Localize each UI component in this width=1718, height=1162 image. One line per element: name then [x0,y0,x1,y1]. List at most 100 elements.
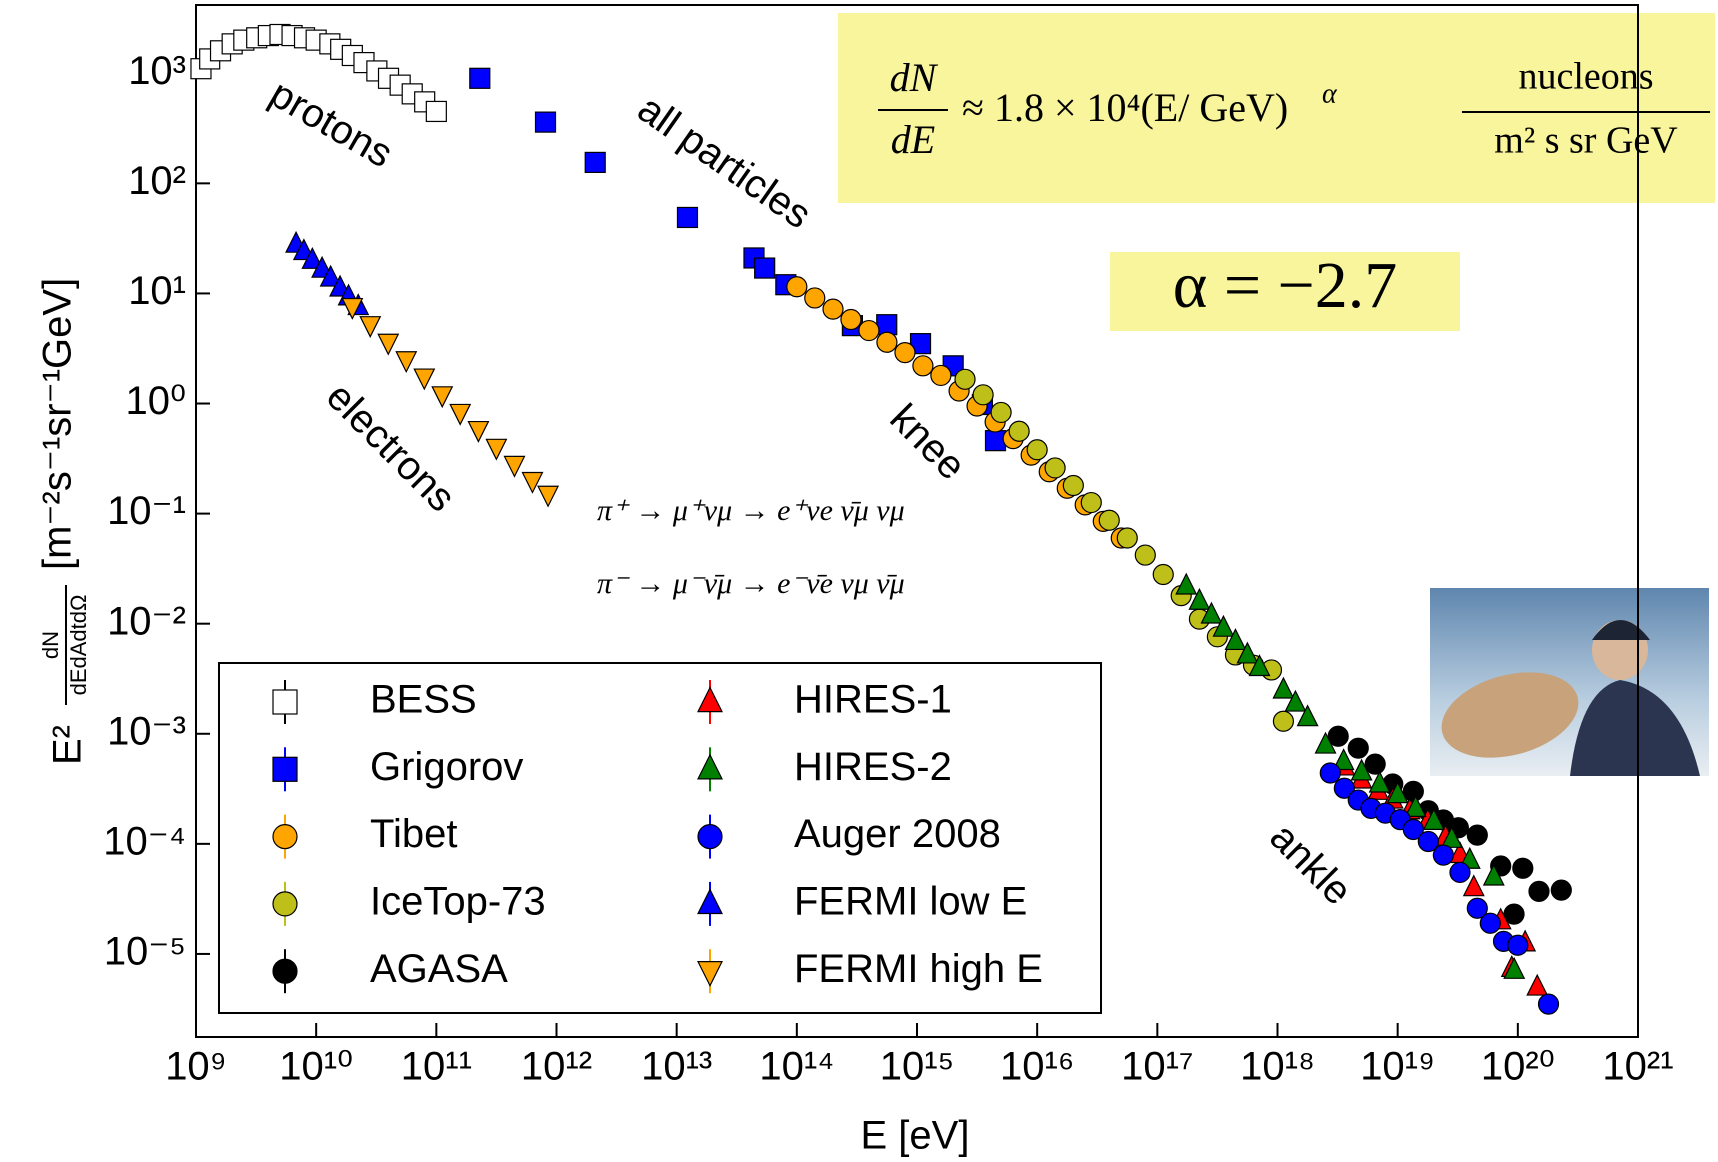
data-point [804,287,826,309]
data-point [1272,676,1295,699]
y-tick-label: 10³ [128,49,186,93]
data-point [1098,509,1120,531]
y-tick-label: 10⁻³ [107,709,186,753]
data-point [377,333,400,356]
data-point [449,403,472,426]
formula-unit-num: nucleons [1518,56,1653,98]
data-point [1175,572,1198,595]
data-point [1248,654,1271,677]
data-point [1402,780,1424,802]
data-point [1062,474,1084,497]
data-point [1449,861,1471,884]
decay-equation: π⁻ → μ⁻ν̄μ → e⁻ν̄e νμ ν̄μ [597,567,905,600]
data-point [359,316,382,339]
legend-label: HIRES-2 [794,745,952,789]
x-tick-label: 10²⁰ [1481,1045,1555,1089]
formula-middle: ≈ 1.8 × 10⁴(E/ GeV) [962,85,1288,130]
data-point [341,297,364,320]
x-axis-label: E [eV] [861,1114,970,1158]
x-tick-label: 10¹³ [641,1045,712,1089]
data-point [822,298,844,320]
data-point [930,364,952,387]
data-point [1314,731,1337,754]
legend-box [218,662,1102,1014]
legend-marker [272,689,298,715]
data-point [1512,857,1534,879]
data-point [1008,420,1030,442]
legend-marker [697,823,723,850]
data-point [1212,614,1235,637]
photo [1430,588,1709,776]
legend-marker [272,823,298,850]
alpha-box [1110,252,1460,331]
formula-unit-den: m² s sr GeV [1494,120,1678,162]
data-point [1080,491,1102,514]
legend-label: FERMI low E [794,879,1027,923]
data-point [676,206,699,229]
legend-marker [272,756,298,782]
legend-marker [697,888,723,915]
y-tick-label: 10⁻⁵ [104,930,186,974]
formula-lhs-num: dN [890,55,939,100]
data-point [1296,704,1319,727]
data-point [1333,777,1355,799]
data-point [1386,781,1409,804]
data-point [912,355,934,377]
legend-label: IceTop-73 [370,879,546,923]
data-point [1044,457,1066,479]
legend-label: Tibet [370,812,457,856]
x-tick-label: 10¹⁰ [279,1045,353,1089]
data-point [1332,748,1355,771]
legend-label: Auger 2008 [794,812,1001,856]
y-tick-label: 10² [128,159,186,203]
data-point [1422,808,1445,830]
data-point [954,368,976,390]
x-tick-label: 10¹² [521,1045,592,1089]
data-point [1404,795,1427,817]
data-point [972,384,994,406]
data-point [395,351,418,374]
data-point [485,438,508,461]
data-point [534,111,557,133]
data-point [1479,912,1501,934]
x-tick-label: 10¹⁶ [1000,1045,1074,1089]
x-tick-label: 10⁹ [165,1045,227,1089]
data-point [1466,897,1488,919]
y-label-prefix: E² [46,725,90,765]
data-point [1134,544,1156,566]
formula-box [838,13,1715,203]
y-tick-label: 10⁻¹ [107,489,186,533]
y-axis-label: E² dN dEdAdtdΩ [m⁻²s⁻¹sr⁻¹GeV] [36,278,91,765]
legend-label: HIRES-1 [794,678,952,722]
data-point [1272,710,1295,732]
x-tick-label: 10¹⁷ [1121,1045,1193,1089]
data-point [431,386,454,409]
data-point [319,264,342,287]
legend-label: AGASA [370,947,508,991]
data-point [1188,587,1211,610]
legend-label: FERMI high E [794,947,1043,991]
legend-marker [697,686,723,713]
data-point [786,276,808,298]
data-point [1152,563,1174,586]
data-point [1284,689,1307,712]
data-point [1537,993,1560,1015]
data-point [1507,934,1529,956]
annotation: all particles [630,87,819,238]
data-point [1350,758,1373,781]
data-point [1224,628,1247,651]
data-point [990,401,1012,424]
x-tick-label: 10²¹ [1602,1045,1673,1089]
data-point [1327,725,1349,747]
data-point [503,455,526,478]
data-point [1550,879,1572,901]
legend-marker [272,958,298,984]
data-point [1368,770,1391,793]
data-point [1462,874,1485,897]
data-point [537,485,560,508]
decay-equation: π⁺ → μ⁺νμ → e⁺νe ν̄μ νμ [597,494,905,527]
x-tick-label: 10¹¹ [401,1045,472,1089]
legend-marker [697,753,723,780]
formula-exponent: α [1322,78,1338,109]
